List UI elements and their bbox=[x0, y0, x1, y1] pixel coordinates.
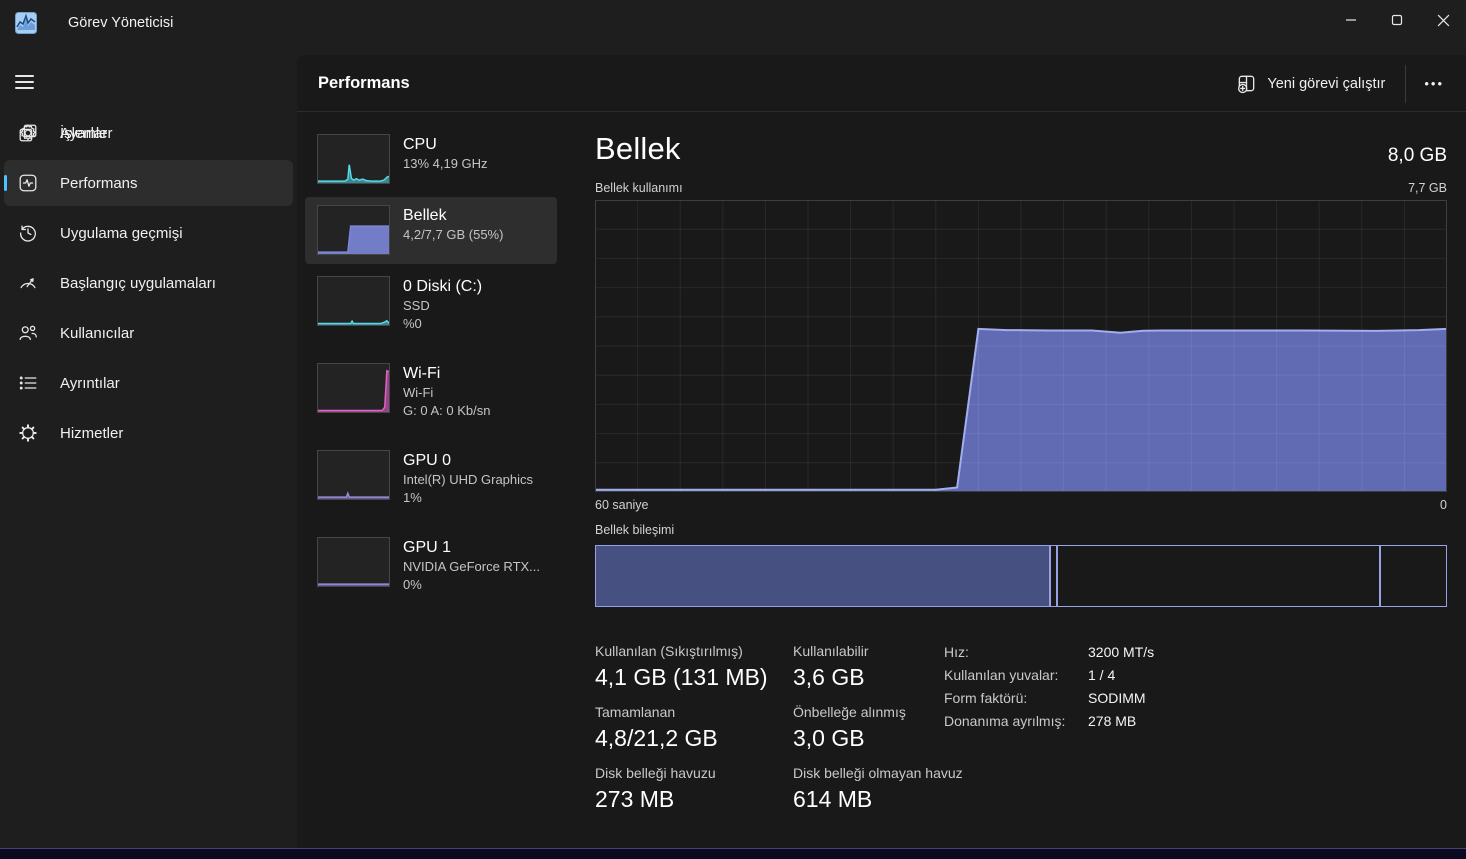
users-icon bbox=[17, 322, 39, 344]
sidebar-nav: İşlemler Performans Uygulama geçmişi Baş… bbox=[4, 110, 293, 460]
gpu1-sparkline bbox=[317, 537, 390, 587]
x-axis-right-label: 0 bbox=[1440, 498, 1447, 512]
memory-usage-chart bbox=[595, 200, 1447, 492]
hamburger-menu-button[interactable] bbox=[15, 71, 41, 93]
app-history-icon bbox=[17, 222, 39, 244]
minimize-icon bbox=[1346, 19, 1356, 21]
run-new-task-label: Yeni görevi çalıştır bbox=[1267, 75, 1386, 92]
x-axis-left-label: 60 saniye bbox=[595, 498, 649, 512]
titlebar: Görev Yöneticisi bbox=[0, 0, 1466, 55]
stat-hardware-reserved: Donanıma ayrılmış: 278 MB bbox=[944, 713, 1137, 729]
sidebar-item-hizmetler[interactable]: Hizmetler bbox=[4, 410, 293, 456]
gpu0-sparkline bbox=[317, 450, 390, 500]
memory-sparkline bbox=[317, 205, 390, 255]
minimize-button[interactable] bbox=[1328, 0, 1374, 40]
composition-segment-standby bbox=[1058, 546, 1382, 606]
perf-item-memory[interactable]: Bellek 4,2/7,7 GB (55%) bbox=[305, 197, 557, 264]
startup-apps-icon bbox=[17, 272, 39, 294]
new-task-icon bbox=[1238, 75, 1255, 94]
close-button[interactable] bbox=[1420, 0, 1466, 40]
wifi-sparkline bbox=[317, 363, 390, 413]
window-title: Görev Yöneticisi bbox=[68, 15, 174, 31]
memory-stats-grid: Kullanılan (Sıkıştırılmış) 4,1 GB (131 M… bbox=[595, 643, 1053, 813]
perf-item-gpu0[interactable]: GPU 0 Intel(R) UHD Graphics 1% bbox=[305, 442, 557, 525]
stat-speed: Hız: 3200 MT/s bbox=[944, 644, 1155, 660]
sidebar-item-ayrintilar[interactable]: Ayrıntılar bbox=[4, 360, 293, 406]
stat-available: Kullanılabilir 3,6 GB bbox=[793, 643, 869, 690]
sidebar-item-islemler[interactable]: İşlemler bbox=[4, 110, 293, 156]
stat-slots-used: Kullanılan yuvalar: 1 / 4 bbox=[944, 667, 1116, 683]
disk-sparkline bbox=[317, 276, 390, 326]
memory-composition-bar bbox=[595, 545, 1447, 607]
close-icon bbox=[1437, 14, 1449, 26]
composition-segment-modified bbox=[1051, 546, 1058, 606]
perf-item-wifi[interactable]: Wi-Fi Wi-Fi G: 0 A: 0 Kb/sn bbox=[305, 355, 557, 438]
performance-icon bbox=[17, 172, 39, 194]
details-list-icon bbox=[17, 372, 39, 394]
perf-item-cpu[interactable]: CPU 13% 4,19 GHz bbox=[305, 126, 557, 193]
stat-nonpaged-pool: Disk belleği olmayan havuz 614 MB bbox=[793, 765, 963, 812]
more-options-button[interactable]: ••• bbox=[1412, 68, 1456, 99]
memory-hardware-info: Hız: 3200 MT/s Kullanılan yuvalar: 1 / 4… bbox=[944, 643, 1154, 813]
services-icon bbox=[17, 422, 39, 444]
stat-cached: Önbelleğe alınmış 3,0 GB bbox=[793, 704, 906, 751]
header-divider bbox=[1405, 64, 1407, 103]
memory-detail-panel: Bellek 8,0 GB Bellek kullanımı 7,7 GB 60… bbox=[595, 55, 1447, 848]
maximize-button[interactable] bbox=[1374, 0, 1420, 40]
perf-item-gpu1[interactable]: GPU 1 NVIDIA GeForce RTX... 0% bbox=[305, 529, 557, 612]
maximize-icon bbox=[1391, 14, 1403, 26]
memory-total-capacity: 8,0 GB bbox=[1387, 145, 1447, 166]
stat-used: Kullanılan (Sıkıştırılmış) 4,1 GB (131 M… bbox=[595, 643, 768, 690]
cpu-sparkline bbox=[317, 134, 390, 184]
processes-icon bbox=[17, 122, 39, 144]
run-new-task-button[interactable]: Yeni görevi çalıştır bbox=[1222, 65, 1399, 102]
main-pane: Performans Yeni görevi çalıştır ••• bbox=[297, 55, 1466, 848]
stat-paged-pool: Disk belleği havuzu 273 MB bbox=[595, 765, 716, 812]
page-title: Performans bbox=[318, 73, 410, 92]
stat-committed: Tamamlanan 4,8/21,2 GB bbox=[595, 704, 718, 751]
performance-list: CPU 13% 4,19 GHz Bellek 4,2/7,7 GB (55%)… bbox=[305, 126, 557, 616]
memory-composition-label: Bellek bileşimi bbox=[595, 523, 675, 537]
ellipsis-icon: ••• bbox=[1424, 76, 1444, 91]
memory-usage-max-label: 7,7 GB bbox=[1408, 181, 1447, 195]
sidebar-item-ayarlar[interactable]: Ayarlar bbox=[4, 110, 293, 156]
pane-header: Performans Yeni görevi çalıştır ••• bbox=[297, 55, 1466, 112]
composition-segment-in-use bbox=[596, 546, 1051, 606]
sidebar-item-uygulama-gecmisi[interactable]: Uygulama geçmişi bbox=[4, 210, 293, 256]
stat-form-factor: Form faktörü: SODIMM bbox=[944, 690, 1146, 706]
desktop-edge-strip bbox=[0, 848, 1466, 859]
memory-usage-label: Bellek kullanımı bbox=[595, 181, 683, 195]
sidebar-item-performans[interactable]: Performans bbox=[4, 160, 293, 206]
settings-gear-icon bbox=[17, 122, 39, 144]
sidebar: İşlemler Performans Uygulama geçmişi Baş… bbox=[0, 55, 297, 848]
memory-title: Bellek bbox=[595, 131, 681, 166]
sidebar-item-baslangic-uygulamalari[interactable]: Başlangıç uygulamaları bbox=[4, 260, 293, 306]
task-manager-app-icon bbox=[15, 12, 37, 34]
sidebar-item-kullanicilar[interactable]: Kullanıcılar bbox=[4, 310, 293, 356]
selected-accent-pill bbox=[4, 175, 7, 191]
perf-item-disk[interactable]: 0 Diski (C:) SSD %0 bbox=[305, 268, 557, 351]
window-controls bbox=[1328, 0, 1466, 40]
composition-segment-free bbox=[1381, 546, 1446, 606]
